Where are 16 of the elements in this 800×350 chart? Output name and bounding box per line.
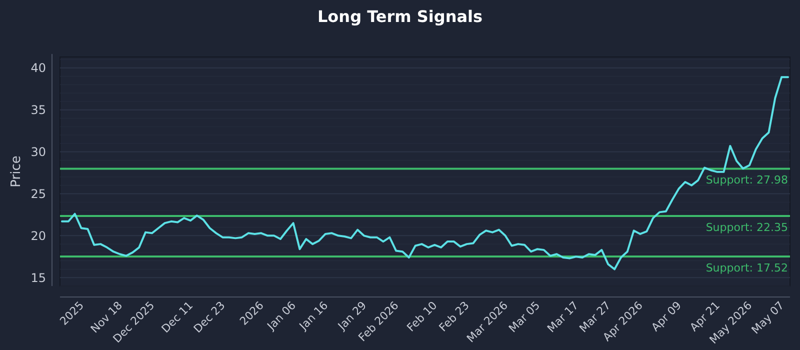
y-tick-label: 40 [30, 61, 46, 76]
x-tick-label: Jan 16 [296, 298, 331, 334]
x-tick-label: Dec 23 [191, 298, 228, 336]
y-tick-label: 30 [30, 144, 46, 159]
y-tick-label: 35 [30, 103, 46, 118]
x-tick-label: Apr 09 [648, 298, 684, 334]
x-tick-label: Mar 05 [506, 298, 543, 336]
chart-title: Long Term Signals [317, 7, 483, 26]
y-tick-label: 20 [30, 228, 46, 243]
y-tick-label: 25 [30, 186, 46, 201]
y-axis-title: Price [9, 156, 24, 188]
ref-line-label: Support: 17.52 [706, 261, 788, 274]
y-tick-label: 15 [30, 270, 46, 285]
ref-line-label: Support: 27.98 [706, 174, 788, 187]
ref-line-label: Support: 22.35 [706, 220, 788, 234]
x-tick-label: Jan 06 [264, 298, 298, 334]
